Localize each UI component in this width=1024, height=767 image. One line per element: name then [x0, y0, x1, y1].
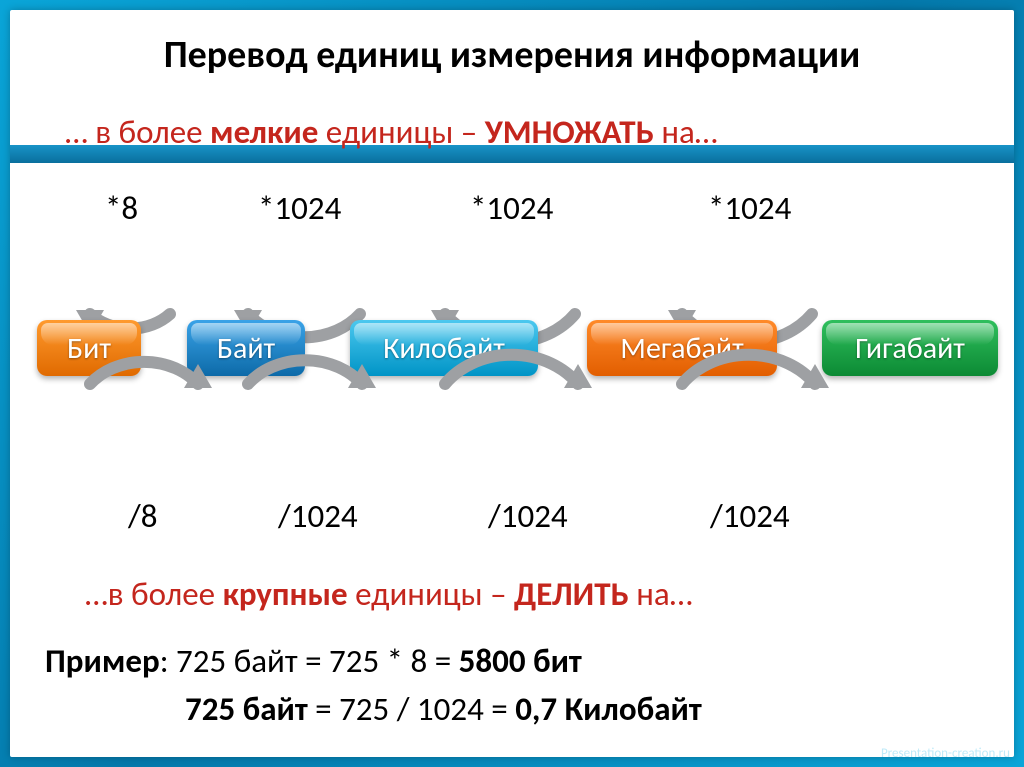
- slide-title: Перевод единиц измерения информации: [10, 32, 1014, 78]
- subtitle-multiply: … в более мелкие единицы – УМНОЖАТЬ на…: [65, 112, 718, 152]
- divide-row: /8/1024/1024/1024: [10, 496, 1014, 536]
- divide-label: /1024: [278, 496, 358, 536]
- unit-pill: Гигабайт: [822, 320, 998, 376]
- multiply-label: *1024: [258, 188, 341, 228]
- unit-pill: Бит: [37, 320, 141, 376]
- unit-pill: Килобайт: [350, 320, 538, 376]
- multiply-label: *1024: [470, 188, 553, 228]
- units-row: Бит Байт Килобайт Мегабайт Гигабайт: [10, 320, 1014, 382]
- unit-pill: Байт: [187, 320, 305, 376]
- multiply-label: *1024: [708, 188, 791, 228]
- arrows-bottom: [10, 372, 1014, 492]
- divide-label: /1024: [710, 496, 790, 536]
- footer-credit: Presentation-creation.ru: [881, 746, 1010, 761]
- multiply-label: *8: [105, 188, 138, 228]
- divide-label: /1024: [488, 496, 568, 536]
- multiply-row: *8 *1024 *1024 *1024: [10, 188, 1014, 228]
- unit-pill: Мегабайт: [587, 320, 777, 376]
- subtitle-divide: …в более крупные единицы – ДЕЛИТЬ на…: [85, 574, 693, 614]
- arrows-top: [10, 220, 1014, 330]
- example-block: Пример: 725 байт = 725 * 8 = 5800 бит 72…: [45, 638, 702, 734]
- divide-label: /8: [128, 496, 157, 536]
